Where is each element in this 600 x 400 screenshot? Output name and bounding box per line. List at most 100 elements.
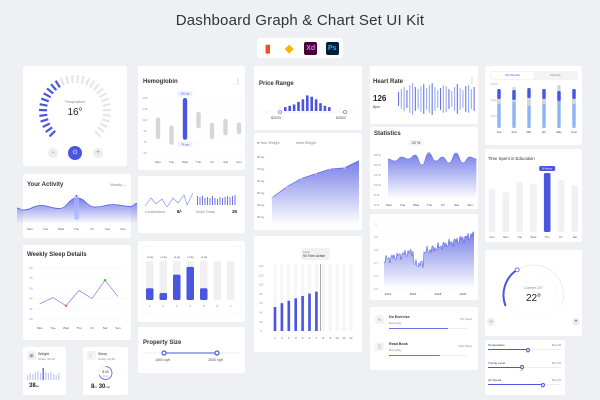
day-label: Wed (58, 227, 64, 231)
kick-bar (214, 198, 216, 205)
price-bar (288, 105, 291, 111)
price-min-handle[interactable] (278, 110, 282, 114)
y-tick: 0.5 (374, 287, 379, 291)
timeseries-line (383, 230, 475, 268)
weight-unit: kg (35, 384, 39, 388)
slider-handle[interactable] (520, 365, 525, 369)
legend-your-weight-label: Your Weight (260, 141, 280, 145)
heart-bar (459, 88, 461, 110)
day-label: Sat (223, 160, 228, 164)
slider-label: Air Speed (488, 378, 502, 382)
y-tick: 3h (29, 317, 33, 321)
temperature-dial[interactable] (23, 66, 127, 166)
kick-bar (217, 199, 218, 205)
active-bar (280, 303, 284, 331)
weight-bar (29, 373, 31, 380)
bar-track (227, 261, 235, 300)
gain-bar (146, 288, 154, 300)
bar-label: +1 kg (147, 255, 154, 259)
slider-max: Max 50 (551, 360, 561, 365)
segment-cycle (572, 98, 576, 128)
dial-tick (59, 77, 65, 86)
heart-bar (454, 87, 456, 111)
habit-count: 5/7 Days (460, 317, 472, 321)
property-slider[interactable] (138, 327, 245, 373)
thermostat-decrease-button[interactable]: − (487, 318, 495, 326)
y-tick: 0.7 (374, 261, 379, 265)
more-icon[interactable]: ⋮ (235, 79, 241, 85)
dial-tick (80, 75, 85, 85)
dial-fill (502, 268, 519, 307)
year-label: 2014 (385, 292, 392, 296)
dial-tick (39, 113, 48, 117)
price-bar (319, 103, 322, 111)
kick-bar (224, 197, 226, 205)
sleep-small-title: Sleep (98, 352, 108, 356)
x-label: 5 (302, 336, 304, 340)
dial-tick (102, 113, 111, 117)
increase-button[interactable]: + (93, 148, 103, 158)
heart-bar (445, 86, 447, 112)
more-icon[interactable]: ⋮ (469, 78, 475, 84)
tooltip-bg (539, 165, 556, 171)
decrease-button[interactable]: − (48, 148, 58, 158)
price-max-handle[interactable] (343, 110, 347, 114)
weight-bar (42, 368, 44, 380)
gain-bars-chart: +1 kg 1 +1 kg 2 +1 kg 3 +1 kg 4 +1 kg 5 6 7 (141, 245, 242, 315)
dial-tick (50, 83, 58, 91)
kick-bar (209, 198, 211, 205)
slider-handle[interactable] (526, 347, 531, 352)
year-label: 2020 (460, 292, 467, 296)
day-label: Thu (545, 235, 550, 239)
y-tick: 50 (143, 151, 147, 155)
day-label: Sun (236, 160, 242, 164)
tooltip-title: Total (303, 249, 310, 254)
sleep-ring-sub: hrs (103, 374, 108, 378)
price-range-slider[interactable] (254, 66, 362, 130)
x-label: 4 (295, 336, 297, 340)
property-size-card: Property Size 1800 sqft 2500 sqft (138, 327, 245, 373)
range-bar (196, 111, 201, 129)
active-bar (273, 307, 277, 331)
heart-bar (426, 88, 428, 110)
gain-bar (173, 274, 181, 300)
slider-handle[interactable] (540, 382, 545, 387)
x-label: 5 (203, 304, 205, 308)
dial-tick (46, 87, 54, 95)
thermostat-increase-button[interactable]: + (572, 318, 580, 326)
dial-tick (76, 75, 80, 84)
year-label: 2018 (435, 292, 442, 296)
weight-bar (32, 374, 34, 380)
bar-label: +1 kg (160, 255, 167, 259)
y-tick: 5h (29, 297, 33, 301)
weight-bar (27, 375, 29, 380)
thermostat-dial[interactable] (485, 250, 582, 336)
property-max-handle[interactable] (214, 350, 220, 356)
y-tick: 10 % (374, 183, 381, 187)
weight-point (343, 166, 346, 169)
heart-title: Heart Rate (373, 79, 404, 85)
segment-cycle (542, 97, 546, 128)
temperature-card: Temperature 16° − ⏻ + (23, 66, 127, 166)
heart-bar (428, 85, 430, 113)
dial-handle[interactable] (514, 267, 520, 273)
x-label: 11 (342, 336, 345, 340)
habit-count: 4/10 Days (458, 344, 472, 348)
education-bar (557, 180, 565, 232)
slider-track[interactable] (488, 365, 561, 369)
min-point (64, 304, 68, 308)
power-button[interactable]: ⏻ (68, 146, 82, 160)
active-bar (308, 293, 311, 331)
tab-six-months[interactable]: Six Months (491, 72, 534, 79)
day-label: Fri (90, 326, 94, 330)
property-min-handle[interactable] (161, 350, 167, 356)
tab-monthly[interactable]: Monthly (550, 73, 561, 77)
heart-bar (473, 87, 475, 111)
slider-track[interactable] (488, 347, 561, 352)
price-bar (306, 95, 309, 111)
sleep-duration: 8hr 30min (91, 384, 110, 390)
kick-bar (207, 197, 208, 205)
slider-track[interactable] (488, 382, 561, 387)
period-dropdown[interactable]: Weekly ⌄ (110, 183, 126, 187)
